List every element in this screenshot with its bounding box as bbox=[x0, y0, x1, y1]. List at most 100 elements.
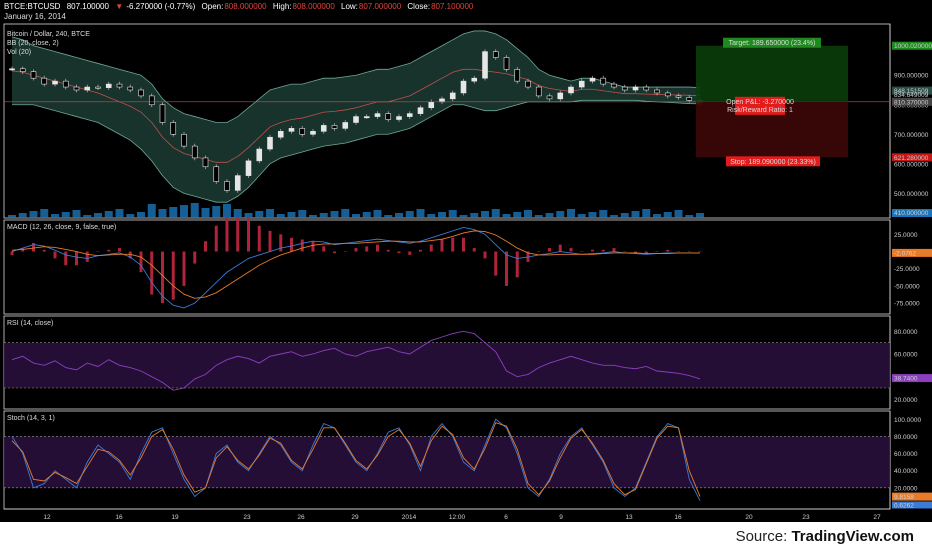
volume-bar bbox=[663, 212, 672, 218]
candle-body bbox=[181, 133, 187, 147]
macd-histogram-bar bbox=[483, 251, 487, 259]
rsi-value-tag bbox=[892, 374, 932, 383]
volume-bar bbox=[83, 215, 92, 218]
macd-histogram-bar bbox=[333, 251, 336, 254]
macd-histogram-bar bbox=[505, 251, 508, 286]
volume-bar bbox=[115, 209, 124, 218]
x-tick-label: 20 bbox=[745, 514, 753, 521]
candle-body bbox=[406, 113, 413, 117]
candle-body bbox=[213, 166, 220, 182]
volume-bar bbox=[233, 209, 242, 218]
source-prefix: Source: bbox=[735, 528, 788, 545]
candle-body bbox=[62, 80, 69, 88]
volume-bar bbox=[309, 215, 317, 218]
x-tick-label: 27 bbox=[873, 514, 881, 521]
macd-histogram-bar bbox=[85, 251, 89, 262]
macd-histogram-bar bbox=[300, 239, 304, 252]
volume-bar bbox=[438, 212, 446, 218]
open-label: Open: bbox=[201, 2, 224, 11]
candle-body bbox=[224, 181, 230, 191]
stop-price-value: 621.280000 bbox=[894, 155, 929, 162]
volume-bar bbox=[631, 211, 640, 218]
volume-bar bbox=[491, 209, 500, 218]
volume-bar bbox=[696, 213, 704, 218]
y-tick-3: 60.0000 bbox=[894, 451, 918, 458]
candle-body bbox=[95, 86, 101, 89]
target-label: Target: 189.650000 (23.4%) bbox=[729, 40, 816, 47]
candle-body bbox=[686, 97, 693, 101]
volume-bar bbox=[40, 209, 49, 218]
target-label-box bbox=[723, 37, 821, 48]
macd-histogram-bar bbox=[687, 251, 691, 253]
volume-bar bbox=[244, 213, 253, 218]
candle-body bbox=[320, 125, 327, 132]
candle-body bbox=[116, 83, 123, 88]
candle-body bbox=[589, 77, 596, 82]
candle-body bbox=[267, 136, 273, 150]
candle-body bbox=[675, 95, 682, 98]
macd-histogram-bar bbox=[386, 249, 390, 252]
macd-histogram-bar bbox=[290, 237, 293, 252]
candle-body bbox=[148, 95, 155, 106]
bb-upper-value: 848.151509 bbox=[894, 88, 929, 95]
candle-body bbox=[256, 148, 263, 162]
volume-bar bbox=[137, 212, 145, 218]
rsi-line bbox=[11, 330, 701, 391]
volume-bar bbox=[642, 209, 651, 218]
macd-histogram-bar bbox=[10, 251, 14, 255]
macd-histogram-bar bbox=[666, 249, 670, 252]
macd-histogram-bar bbox=[365, 246, 369, 252]
risk-reward-ratio-label: Risk/Reward Ratio: 1 bbox=[727, 107, 793, 114]
macd-histogram-bar bbox=[601, 249, 605, 252]
candle-body bbox=[299, 128, 306, 135]
volume-bar bbox=[567, 209, 575, 218]
candle-body bbox=[621, 86, 628, 91]
macd-histogram-bar bbox=[612, 248, 616, 252]
symbol-header: BTCE:BTCUSD 807.100000 ▼ -6.270000 (-0.7… bbox=[4, 2, 477, 11]
change-value: -6.270000 (-0.77%) bbox=[126, 2, 196, 11]
macd-histogram-bar bbox=[677, 251, 680, 253]
source-credit[interactable]: Source: TradingView.com bbox=[736, 528, 914, 545]
volume-bar bbox=[653, 214, 661, 218]
y-tick-1: -25.0000 bbox=[894, 266, 920, 273]
macd-histogram-bar bbox=[161, 251, 164, 304]
y-tick-1: -50.0000 bbox=[894, 283, 920, 290]
candle-body bbox=[643, 86, 650, 91]
macd-histogram-bar bbox=[107, 249, 111, 252]
macd-histogram-bar bbox=[548, 248, 551, 252]
macd-histogram-bar bbox=[128, 251, 132, 259]
pane-border-1 bbox=[3, 219, 891, 315]
macd-histogram-bar bbox=[462, 237, 465, 252]
candle-body bbox=[460, 80, 467, 94]
candle-body bbox=[664, 92, 671, 97]
current-price-value: 810.370000 bbox=[894, 99, 929, 106]
y-tick-3: 80.0000 bbox=[894, 434, 918, 441]
y-tick-2: 80.0000 bbox=[894, 329, 918, 336]
price-tag-target bbox=[892, 41, 932, 50]
macd-histogram-bar bbox=[376, 244, 379, 252]
volume-bar bbox=[61, 212, 70, 218]
x-tick-label: 16 bbox=[674, 514, 682, 521]
macd-current-value: -2.0762 bbox=[894, 250, 916, 257]
volume-bar bbox=[126, 214, 135, 218]
candle-body bbox=[127, 86, 134, 91]
candle-body bbox=[363, 116, 370, 119]
macd-histogram-bar bbox=[96, 251, 100, 253]
volume-bar bbox=[319, 213, 328, 218]
volume-bar bbox=[577, 214, 586, 218]
volume-bar bbox=[201, 208, 210, 218]
macd-histogram-bar bbox=[419, 249, 422, 252]
candle-body bbox=[514, 69, 521, 82]
macd-histogram-bar bbox=[64, 251, 68, 266]
macd-histogram-bar bbox=[494, 251, 498, 276]
volume-bar bbox=[94, 213, 102, 218]
price-tag-stop bbox=[892, 153, 932, 162]
price-tag-bb-upper bbox=[892, 86, 932, 95]
candle-body bbox=[525, 80, 531, 88]
macd-histogram-bar bbox=[644, 251, 648, 254]
y-tick-3: 40.0000 bbox=[894, 468, 918, 475]
volume-bar bbox=[459, 215, 468, 218]
volume-bar bbox=[674, 210, 683, 218]
stoch-d-line bbox=[11, 422, 701, 497]
